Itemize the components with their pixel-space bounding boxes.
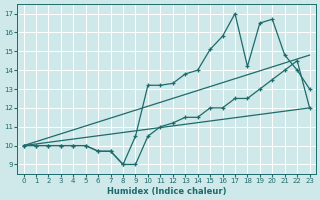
X-axis label: Humidex (Indice chaleur): Humidex (Indice chaleur)	[107, 187, 226, 196]
